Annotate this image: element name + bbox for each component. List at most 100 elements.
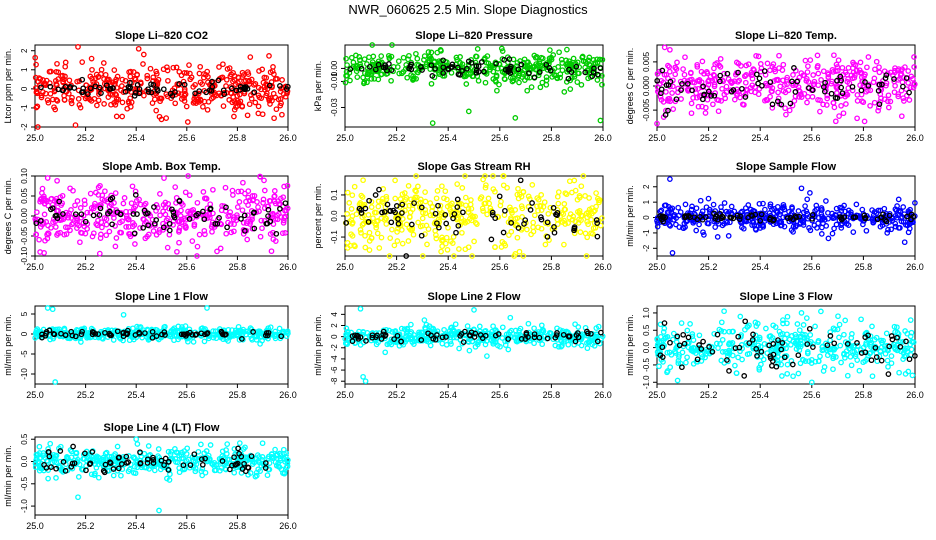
data-point bbox=[882, 75, 889, 82]
data-point bbox=[141, 202, 148, 208]
data-point bbox=[130, 208, 137, 215]
data-point bbox=[366, 197, 372, 204]
data-point bbox=[414, 61, 420, 68]
outlier-point bbox=[37, 249, 43, 255]
data-point bbox=[52, 77, 59, 84]
data-point bbox=[464, 218, 471, 225]
data-point bbox=[676, 224, 683, 230]
data-point bbox=[33, 88, 40, 95]
data-point bbox=[516, 248, 523, 255]
data-point bbox=[277, 88, 284, 95]
x-tick-label: 26.0 bbox=[594, 390, 612, 400]
data-point bbox=[459, 185, 466, 191]
data-point bbox=[221, 332, 228, 338]
data-point bbox=[448, 69, 455, 76]
data-point bbox=[531, 340, 537, 347]
data-point bbox=[366, 63, 373, 70]
data-point bbox=[366, 54, 372, 61]
data-point bbox=[346, 200, 353, 206]
data-point bbox=[830, 366, 836, 373]
data-point bbox=[838, 225, 845, 231]
data-point bbox=[858, 87, 865, 94]
data-point bbox=[247, 54, 254, 60]
data-point bbox=[155, 87, 161, 94]
data-point bbox=[357, 57, 363, 64]
data-point bbox=[79, 76, 86, 83]
data-point bbox=[252, 333, 258, 340]
data-point bbox=[140, 224, 147, 231]
data-point bbox=[572, 321, 578, 328]
data-point bbox=[223, 76, 230, 83]
data-point bbox=[530, 219, 537, 226]
data-point bbox=[865, 215, 872, 221]
data-point bbox=[111, 200, 117, 206]
y-tick-label: 1 bbox=[642, 199, 651, 204]
data-point bbox=[239, 103, 246, 110]
data-point bbox=[575, 324, 582, 330]
data-point bbox=[882, 217, 889, 223]
data-point bbox=[111, 67, 118, 73]
data-point bbox=[266, 97, 273, 104]
data-point bbox=[107, 196, 114, 203]
data-point bbox=[745, 61, 752, 68]
data-point bbox=[145, 222, 151, 229]
data-point bbox=[102, 188, 108, 195]
data-point bbox=[439, 340, 446, 347]
data-point bbox=[593, 217, 600, 223]
data-point bbox=[536, 60, 543, 67]
data-point bbox=[122, 77, 129, 84]
data-point bbox=[715, 108, 722, 115]
data-point bbox=[284, 182, 291, 189]
data-point bbox=[443, 234, 450, 241]
series-selected bbox=[39, 327, 285, 342]
data-point bbox=[740, 225, 747, 232]
data-point bbox=[351, 183, 358, 190]
data-point bbox=[756, 75, 763, 82]
data-point bbox=[442, 240, 449, 247]
data-point bbox=[781, 206, 788, 213]
y-tick-label: -0.05 bbox=[20, 226, 29, 245]
data-point bbox=[93, 189, 99, 196]
data-point bbox=[202, 231, 208, 238]
x-tick-label: 25.8 bbox=[229, 390, 247, 400]
data-point bbox=[502, 76, 508, 83]
data-point bbox=[192, 332, 199, 338]
data-point bbox=[784, 74, 791, 81]
data-point bbox=[186, 216, 193, 222]
data-point bbox=[47, 90, 54, 97]
data-point bbox=[528, 84, 535, 90]
data-point bbox=[791, 65, 797, 71]
data-point bbox=[453, 54, 460, 61]
data-point bbox=[166, 205, 172, 212]
data-point bbox=[195, 96, 201, 103]
data-point bbox=[845, 222, 852, 228]
data-point bbox=[521, 221, 527, 227]
data-point bbox=[171, 337, 177, 344]
outlier-point bbox=[798, 310, 805, 316]
data-point bbox=[108, 101, 114, 108]
data-point bbox=[411, 200, 417, 206]
y-tick-label: -0.10 bbox=[20, 246, 29, 265]
data-point bbox=[584, 345, 591, 352]
data-point bbox=[868, 357, 875, 364]
data-point bbox=[666, 209, 672, 216]
data-point bbox=[415, 183, 421, 190]
data-point bbox=[441, 326, 447, 333]
x-tick-label: 25.0 bbox=[648, 390, 666, 400]
data-point bbox=[873, 58, 880, 65]
data-point bbox=[741, 73, 748, 80]
data-point bbox=[839, 90, 846, 97]
data-point bbox=[186, 326, 193, 333]
data-point bbox=[537, 84, 544, 91]
data-point bbox=[39, 185, 46, 192]
data-point bbox=[399, 70, 405, 77]
data-point bbox=[531, 63, 538, 70]
data-point bbox=[35, 124, 41, 130]
data-point bbox=[421, 56, 427, 63]
data-point bbox=[191, 221, 198, 228]
data-point bbox=[852, 62, 859, 68]
series-selected bbox=[654, 65, 912, 118]
data-point bbox=[227, 73, 234, 80]
data-point bbox=[563, 57, 569, 64]
data-point bbox=[417, 199, 424, 206]
